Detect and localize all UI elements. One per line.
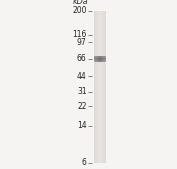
Bar [105, 59, 106, 60]
Bar [94, 61, 95, 62]
Bar [94, 58, 95, 59]
Bar [99, 56, 100, 57]
Bar [95, 60, 96, 61]
Bar [97, 60, 98, 61]
Bar [105, 61, 106, 62]
Bar [100, 11, 101, 163]
Bar [103, 60, 104, 61]
Bar [95, 57, 96, 58]
Bar [97, 56, 98, 57]
Bar [99, 11, 100, 163]
Text: 22: 22 [77, 102, 87, 111]
Bar [96, 57, 97, 58]
Bar [97, 57, 98, 58]
Bar [94, 56, 95, 57]
Bar [104, 56, 105, 57]
Text: 44: 44 [77, 72, 87, 81]
Bar [103, 57, 104, 58]
Bar [102, 11, 103, 163]
Bar [104, 58, 105, 59]
Bar [95, 58, 96, 59]
Bar [100, 61, 101, 62]
Bar [100, 58, 101, 59]
Bar [97, 61, 98, 62]
Text: 6: 6 [82, 158, 87, 167]
Bar [100, 56, 101, 57]
Bar [101, 11, 102, 163]
Bar [96, 60, 97, 61]
Bar [102, 58, 103, 59]
Bar [98, 56, 99, 57]
Bar [104, 57, 105, 58]
Bar [101, 58, 102, 59]
Bar [95, 56, 96, 57]
Bar [101, 59, 102, 60]
Bar [104, 59, 105, 60]
Bar [98, 57, 99, 58]
Bar [98, 59, 99, 60]
Bar [94, 60, 95, 61]
Bar [94, 59, 95, 60]
Bar [105, 11, 106, 163]
Text: kDa: kDa [73, 0, 88, 6]
Text: 31: 31 [77, 87, 87, 96]
Bar [95, 11, 96, 163]
Bar [100, 57, 101, 58]
Bar [97, 11, 98, 163]
Bar [96, 59, 97, 60]
Text: 116: 116 [72, 30, 87, 39]
Bar [102, 57, 103, 58]
Bar [101, 60, 102, 61]
Bar [96, 58, 97, 59]
Bar [103, 56, 104, 57]
Bar [96, 56, 97, 57]
Bar [102, 56, 103, 57]
Bar [95, 59, 96, 60]
Bar [102, 59, 103, 60]
Bar [98, 60, 99, 61]
Text: 200: 200 [72, 6, 87, 16]
Text: 97: 97 [77, 38, 87, 47]
Bar [98, 58, 99, 59]
Text: 14: 14 [77, 122, 87, 130]
Bar [103, 59, 104, 60]
Bar [97, 58, 98, 59]
Bar [97, 59, 98, 60]
Bar [103, 58, 104, 59]
Bar [101, 61, 102, 62]
Bar [96, 61, 97, 62]
Bar [99, 59, 100, 60]
Bar [98, 11, 99, 163]
Bar [100, 59, 101, 60]
Bar [101, 56, 102, 57]
Text: 66: 66 [77, 54, 87, 63]
Bar [95, 61, 96, 62]
Bar [105, 56, 106, 57]
Bar [99, 61, 100, 62]
Bar [102, 61, 103, 62]
Bar [100, 60, 101, 61]
Bar [105, 57, 106, 58]
Bar [99, 60, 100, 61]
Bar [99, 58, 100, 59]
Bar [94, 11, 95, 163]
Bar [103, 11, 104, 163]
Bar [104, 60, 105, 61]
Bar [99, 57, 100, 58]
Bar [105, 60, 106, 61]
Bar [104, 61, 105, 62]
Bar [105, 58, 106, 59]
Bar [101, 57, 102, 58]
Bar [104, 11, 105, 163]
Bar [102, 60, 103, 61]
Bar [98, 61, 99, 62]
Bar [94, 57, 95, 58]
Bar [103, 61, 104, 62]
